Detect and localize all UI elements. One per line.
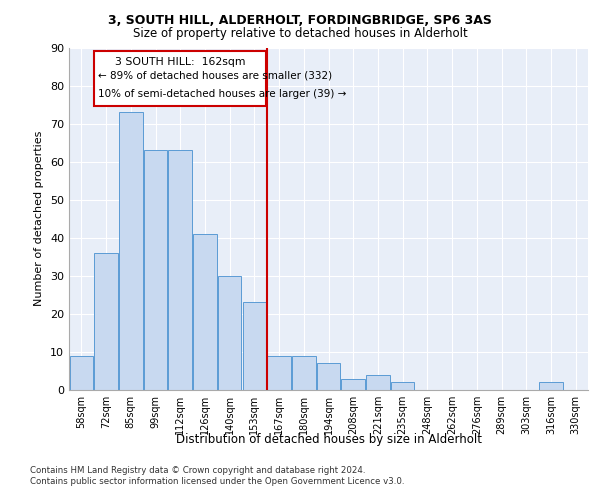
- Bar: [539, 382, 563, 390]
- Y-axis label: Number of detached properties: Number of detached properties: [34, 131, 44, 306]
- Bar: [70, 356, 93, 390]
- Bar: [144, 150, 167, 390]
- FancyBboxPatch shape: [94, 52, 266, 106]
- Bar: [119, 112, 143, 390]
- Text: 10% of semi-detached houses are larger (39) →: 10% of semi-detached houses are larger (…: [98, 90, 346, 100]
- Bar: [193, 234, 217, 390]
- Bar: [268, 356, 291, 390]
- Text: 3 SOUTH HILL:  162sqm: 3 SOUTH HILL: 162sqm: [115, 57, 245, 67]
- Bar: [218, 276, 241, 390]
- Text: Size of property relative to detached houses in Alderholt: Size of property relative to detached ho…: [133, 27, 467, 40]
- Text: 3, SOUTH HILL, ALDERHOLT, FORDINGBRIDGE, SP6 3AS: 3, SOUTH HILL, ALDERHOLT, FORDINGBRIDGE,…: [108, 14, 492, 27]
- Bar: [292, 356, 316, 390]
- Bar: [317, 364, 340, 390]
- Bar: [94, 253, 118, 390]
- Bar: [391, 382, 415, 390]
- Text: Contains HM Land Registry data © Crown copyright and database right 2024.: Contains HM Land Registry data © Crown c…: [30, 466, 365, 475]
- Bar: [366, 375, 389, 390]
- Bar: [341, 378, 365, 390]
- Bar: [169, 150, 192, 390]
- Text: Distribution of detached houses by size in Alderholt: Distribution of detached houses by size …: [176, 432, 482, 446]
- Text: ← 89% of detached houses are smaller (332): ← 89% of detached houses are smaller (33…: [98, 70, 332, 81]
- Text: Contains public sector information licensed under the Open Government Licence v3: Contains public sector information licen…: [30, 478, 404, 486]
- Bar: [242, 302, 266, 390]
